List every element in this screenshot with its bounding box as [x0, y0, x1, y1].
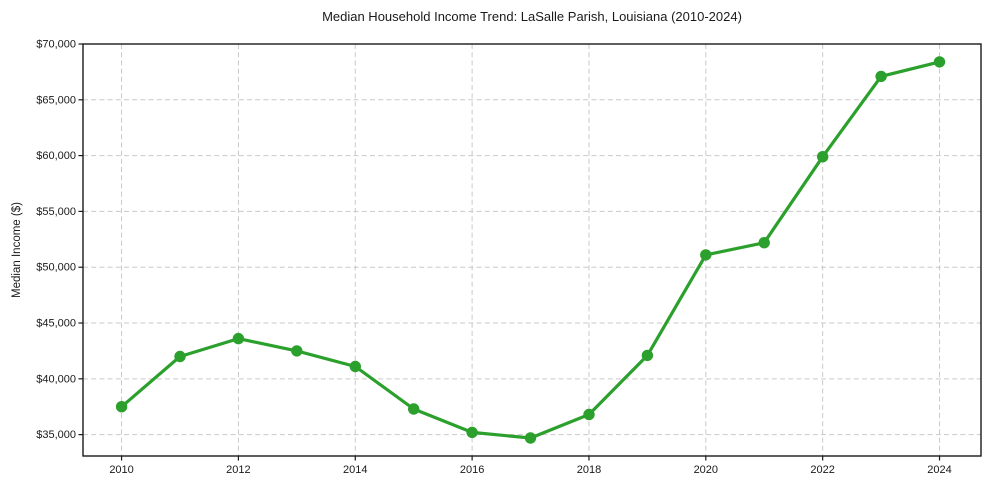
- y-tick-label: $45,000: [36, 318, 76, 330]
- x-tick-label: 2024: [927, 464, 951, 476]
- y-tick-label: $55,000: [36, 206, 76, 218]
- data-point: [875, 70, 887, 83]
- series-line: [119, 60, 942, 440]
- y-tick-label: $35,000: [36, 429, 76, 441]
- data-point: [291, 345, 303, 357]
- plot-border: [82, 43, 982, 457]
- data-point: [758, 237, 770, 249]
- data-point: [583, 408, 595, 421]
- data-point: [524, 432, 537, 444]
- data-point: [933, 56, 946, 68]
- y-tick-label: $60,000: [36, 150, 76, 162]
- x-tick-label: 2014: [343, 464, 367, 476]
- data-point: [700, 249, 712, 261]
- data-point: [466, 426, 478, 439]
- data-point: [349, 360, 361, 373]
- data-point: [115, 401, 128, 413]
- data-point: [641, 349, 654, 362]
- y-tick-label: $70,000: [36, 39, 76, 51]
- x-tick-label: 2010: [109, 464, 133, 476]
- y-axis-label: Median Income ($): [11, 202, 23, 298]
- axis-tick-marks: [78, 43, 941, 461]
- y-tick-label: $40,000: [36, 373, 76, 385]
- data-point: [817, 151, 829, 163]
- data-point: [174, 350, 186, 363]
- y-tick-label: $65,000: [36, 94, 76, 106]
- y-tick-label: $50,000: [36, 262, 76, 274]
- chart-title: Median Household Income Trend: LaSalle P…: [322, 9, 742, 24]
- x-tick-label: 2012: [226, 464, 250, 476]
- axis-tick-labels: $35,000 $40,000 $45,000 $50,000 $55,000 $60,0…: [36, 39, 952, 477]
- gridlines: [83, 43, 981, 456]
- x-tick-label: 2020: [694, 464, 718, 476]
- income-series: [115, 56, 946, 444]
- data-point: [232, 332, 245, 345]
- x-tick-label: 2018: [577, 464, 601, 476]
- x-tick-label: 2016: [460, 464, 484, 476]
- data-point: [408, 403, 420, 415]
- x-tick-label: 2022: [810, 464, 834, 476]
